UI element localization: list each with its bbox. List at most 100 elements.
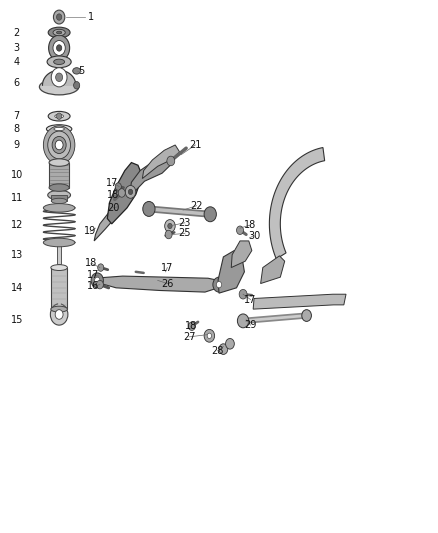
Circle shape <box>55 140 63 150</box>
Circle shape <box>143 201 155 216</box>
Text: 18: 18 <box>244 220 257 230</box>
Ellipse shape <box>51 198 67 204</box>
Circle shape <box>237 314 249 328</box>
Text: 29: 29 <box>244 320 257 330</box>
Text: 17: 17 <box>87 270 99 280</box>
Text: 25: 25 <box>179 229 191 238</box>
Text: 18: 18 <box>85 259 98 268</box>
Ellipse shape <box>49 184 69 191</box>
Text: 26: 26 <box>161 279 173 288</box>
Polygon shape <box>142 145 180 179</box>
Ellipse shape <box>39 79 79 95</box>
Circle shape <box>43 126 75 164</box>
Circle shape <box>48 131 71 159</box>
Circle shape <box>237 226 244 235</box>
Polygon shape <box>261 256 285 284</box>
Text: 30: 30 <box>248 231 260 240</box>
Circle shape <box>96 280 103 289</box>
Text: 23: 23 <box>179 218 191 228</box>
Circle shape <box>118 189 125 197</box>
Polygon shape <box>42 70 76 85</box>
Text: 15: 15 <box>11 315 23 325</box>
Ellipse shape <box>48 190 71 200</box>
Ellipse shape <box>48 111 70 121</box>
Circle shape <box>91 273 103 288</box>
Text: 22: 22 <box>191 201 203 211</box>
Circle shape <box>204 329 215 342</box>
Ellipse shape <box>47 56 71 68</box>
Text: 16: 16 <box>87 281 99 291</box>
Ellipse shape <box>46 125 72 133</box>
Ellipse shape <box>55 114 64 118</box>
Text: 13: 13 <box>11 249 23 260</box>
Circle shape <box>98 264 104 271</box>
Polygon shape <box>253 294 346 309</box>
Polygon shape <box>218 251 244 293</box>
Circle shape <box>207 333 212 338</box>
Text: 17: 17 <box>161 263 173 272</box>
Circle shape <box>188 322 195 330</box>
Polygon shape <box>94 276 223 292</box>
Circle shape <box>49 35 70 61</box>
Circle shape <box>165 220 175 232</box>
Ellipse shape <box>43 238 75 247</box>
Circle shape <box>57 113 62 119</box>
Circle shape <box>53 41 65 55</box>
Circle shape <box>55 310 63 319</box>
Text: 4: 4 <box>13 57 19 67</box>
Text: 14: 14 <box>11 284 23 293</box>
Text: 27: 27 <box>183 332 196 342</box>
Circle shape <box>168 223 172 229</box>
Circle shape <box>213 277 225 292</box>
Ellipse shape <box>43 204 75 212</box>
Ellipse shape <box>57 31 62 34</box>
Bar <box>49 163 69 188</box>
Text: 18: 18 <box>107 190 119 200</box>
Circle shape <box>128 189 133 195</box>
Text: 18: 18 <box>185 321 197 331</box>
Text: 5: 5 <box>78 66 84 76</box>
Circle shape <box>57 45 62 51</box>
Ellipse shape <box>53 59 65 64</box>
Text: 2: 2 <box>13 28 19 37</box>
Polygon shape <box>269 148 325 259</box>
Ellipse shape <box>54 127 64 131</box>
Circle shape <box>57 14 62 20</box>
Ellipse shape <box>53 29 65 36</box>
Text: 11: 11 <box>11 193 23 203</box>
Circle shape <box>50 304 68 325</box>
Ellipse shape <box>73 68 81 74</box>
Circle shape <box>226 338 234 349</box>
Text: 17: 17 <box>244 295 257 304</box>
Circle shape <box>115 183 121 190</box>
Circle shape <box>167 156 175 166</box>
Ellipse shape <box>48 27 70 38</box>
Polygon shape <box>231 241 252 268</box>
Circle shape <box>51 68 67 87</box>
Bar <box>57 245 61 264</box>
Circle shape <box>302 310 311 321</box>
Circle shape <box>53 10 65 24</box>
Polygon shape <box>94 182 136 241</box>
Text: 28: 28 <box>212 346 224 356</box>
Ellipse shape <box>51 306 67 312</box>
Circle shape <box>56 73 63 82</box>
Text: 20: 20 <box>107 203 120 213</box>
Circle shape <box>95 277 100 284</box>
Polygon shape <box>129 155 173 197</box>
Ellipse shape <box>51 265 67 270</box>
Circle shape <box>52 136 66 154</box>
Circle shape <box>216 281 222 288</box>
Polygon shape <box>107 163 142 224</box>
Text: 8: 8 <box>13 124 19 134</box>
Bar <box>51 268 67 309</box>
Circle shape <box>219 344 228 354</box>
Text: 19: 19 <box>84 227 96 236</box>
Circle shape <box>204 207 216 222</box>
Text: 3: 3 <box>13 43 19 53</box>
Text: 1: 1 <box>88 12 94 22</box>
Circle shape <box>125 185 136 198</box>
Bar <box>51 195 67 201</box>
Ellipse shape <box>49 159 69 166</box>
Text: 21: 21 <box>189 140 201 150</box>
